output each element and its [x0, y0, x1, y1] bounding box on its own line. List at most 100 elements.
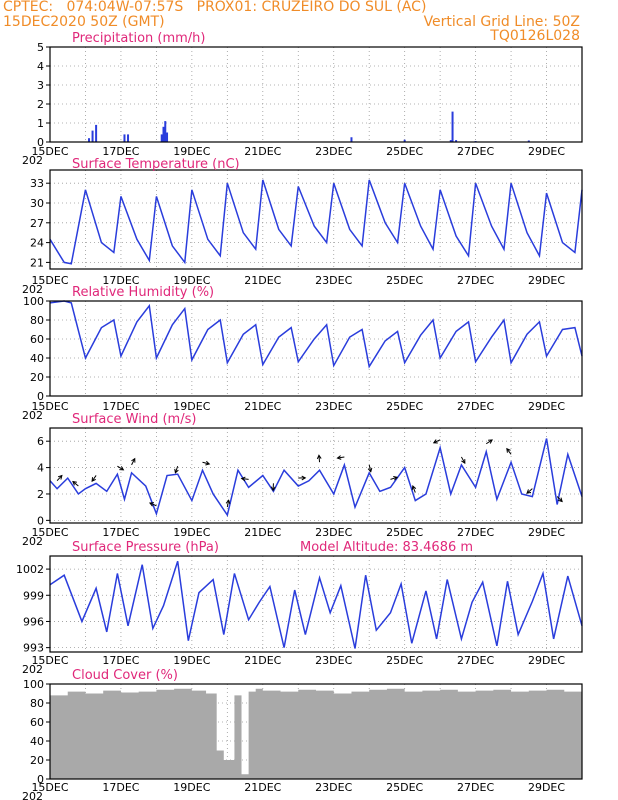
panel-frame	[49, 427, 583, 524]
x-tick-label: 23DEC	[315, 274, 352, 287]
x-tick-label: 25DEC	[386, 526, 423, 539]
panel-frame	[49, 46, 583, 143]
x-tick-label: 25DEC	[386, 400, 423, 413]
wind-arrow	[556, 496, 563, 502]
x-tick-label: 27DEC	[457, 145, 494, 158]
x-tick-label: 25DEC	[386, 274, 423, 287]
panel-frame	[49, 683, 583, 780]
panel-title: Surface Temperature (nC)	[72, 157, 240, 172]
header-grid-note: Vertical Grid Line: 50Z	[423, 14, 580, 30]
x-tick-label: 21DEC	[244, 654, 281, 667]
x-tick-label: 29DEC	[528, 274, 565, 287]
precip-bar	[95, 124, 98, 142]
wind-arrow	[368, 464, 372, 472]
wind-arrow	[131, 458, 136, 466]
wind-arrow	[318, 455, 321, 463]
series-line	[49, 179, 583, 265]
x-tick-label: 23DEC	[315, 400, 352, 413]
precip-bar	[527, 140, 530, 142]
wind-arrow-head	[432, 439, 438, 444]
x-tick-label: 17DEC	[102, 654, 139, 667]
x-tick-label: 25DEC	[386, 145, 423, 158]
panel-annotation: Model Altitude: 83.4686 m	[300, 540, 473, 555]
wind-arrow-head	[411, 485, 417, 491]
y-tick-label: 80	[30, 314, 44, 327]
wind-arrow	[506, 448, 512, 455]
x-tick-label: 17DEC	[102, 145, 139, 158]
wind-arrow	[226, 500, 230, 508]
y-tick-label: 30	[30, 197, 44, 210]
wind-arrow	[91, 475, 97, 482]
precip-bar	[350, 137, 353, 142]
y-tick-label: 40	[30, 352, 44, 365]
y-tick-label: 0	[37, 514, 44, 527]
wind-arrow-head	[488, 439, 493, 444]
wind-arrow-head	[205, 460, 211, 466]
y-tick-label: 33	[30, 177, 44, 190]
panel-title: Surface Wind (m/s)	[72, 412, 196, 427]
wind-arrow-head	[393, 476, 399, 481]
wind-arrow	[202, 461, 210, 465]
y-tick-label: 20	[30, 371, 44, 384]
x-tick-label: 19DEC	[173, 400, 210, 413]
header-date: 15DEC2020 50Z (GMT)	[3, 14, 165, 30]
wind-arrow	[433, 439, 441, 444]
x-tick-label: 19DEC	[173, 274, 210, 287]
wind-arrow-head	[148, 502, 154, 507]
y-tick-label: 100	[23, 295, 44, 308]
y-tick-label: 3	[37, 79, 44, 92]
wind-arrow-head	[336, 455, 342, 460]
x-sub-label: 202	[22, 409, 43, 422]
x-tick-label: 15DEC	[31, 526, 68, 539]
wind-arrow-head	[72, 480, 77, 486]
panel-title: Surface Pressure (hPa)	[72, 540, 219, 555]
wind-arrow-head	[506, 447, 511, 453]
precip-bar	[88, 138, 91, 142]
y-tick-label: 4	[37, 60, 44, 73]
x-tick-label: 23DEC	[315, 145, 352, 158]
panel-title: Cloud Cover (%)	[72, 668, 178, 683]
x-tick-label: 15DEC	[31, 145, 68, 158]
wind-arrow-head	[57, 474, 63, 480]
x-sub-label: 202	[22, 535, 43, 548]
x-tick-label: 15DEC	[31, 654, 68, 667]
y-tick-label: 20	[30, 754, 44, 767]
x-tick-label: 15DEC	[31, 781, 68, 794]
x-sub-label: 202	[22, 154, 43, 167]
y-tick-label: 996	[23, 615, 44, 628]
x-tick-label: 17DEC	[102, 400, 139, 413]
x-tick-label: 29DEC	[528, 781, 565, 794]
x-tick-label: 15DEC	[31, 400, 68, 413]
wind-arrow	[337, 456, 345, 459]
y-tick-label: 40	[30, 735, 44, 748]
x-tick-label: 29DEC	[528, 654, 565, 667]
wind-arrow-head	[526, 489, 532, 494]
x-tick-label: 21DEC	[244, 526, 281, 539]
y-tick-label: 27	[30, 217, 44, 230]
panel-frame	[49, 555, 583, 653]
series-line	[49, 561, 583, 649]
y-tick-label: 999	[23, 589, 44, 602]
y-tick-label: 60	[30, 333, 44, 346]
precip-bar	[164, 121, 167, 142]
x-tick-label: 29DEC	[528, 526, 565, 539]
y-tick-label: 60	[30, 716, 44, 729]
x-tick-label: 17DEC	[102, 526, 139, 539]
wind-arrow-head	[240, 476, 246, 482]
wind-arrow	[460, 456, 466, 464]
x-tick-label: 17DEC	[102, 781, 139, 794]
wind-arrow	[72, 481, 79, 487]
wind-arrow-head	[558, 497, 563, 503]
series-line	[49, 438, 583, 517]
y-tick-label: 0	[37, 136, 44, 149]
x-tick-label: 25DEC	[386, 654, 423, 667]
wind-arrow	[56, 475, 63, 482]
precip-bar	[449, 140, 452, 142]
y-tick-label: 0	[37, 773, 44, 786]
panel-2: 0 20 40 60 80 100 15DEC 17DEC 19DEC 21DEC 23DEC 25D…	[22, 285, 583, 422]
x-tick-label: 27DEC	[457, 274, 494, 287]
header-model-code: TQ0126L028	[490, 28, 580, 44]
y-tick-label: 2	[37, 488, 44, 501]
panel-0: 0 1 2 3 4 5 15DEC 17DEC 19DEC 21DEC 23DEC 25DEC 27DE…	[22, 31, 583, 167]
